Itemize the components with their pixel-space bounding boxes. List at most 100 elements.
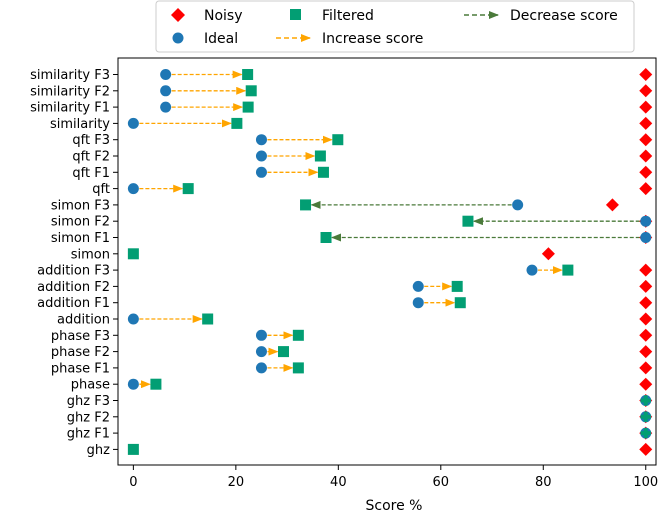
y-tick-label-simon-f3: simon F3 — [51, 198, 110, 213]
y-tick-label-phase: phase — [71, 378, 110, 393]
y-tick-label-phase-f3: phase F3 — [51, 329, 110, 344]
x-tick-label-40: 40 — [330, 475, 347, 490]
filtered-point-qft-f3 — [332, 134, 344, 146]
noisy-point-similarity-f1 — [639, 100, 653, 114]
filtered-point-phase-f1 — [292, 362, 304, 374]
noisy-point-similarity-f3 — [639, 68, 653, 81]
filtered-point-phase-f2 — [277, 346, 289, 358]
plot-frame — [117, 57, 657, 466]
y-tick-label-ghz-f3: ghz F3 — [67, 394, 110, 409]
legend-entry-increase: Increase score — [276, 31, 423, 47]
filtered-point-phase-f3 — [292, 329, 304, 341]
ideal-point-qft-f1 — [255, 166, 267, 178]
legend-entry-filtered: Filtered — [290, 8, 374, 24]
y-tick-label-addition: addition — [57, 313, 110, 328]
circle-marker-icon — [172, 32, 184, 44]
y-tick-label-qft-f2: qft F2 — [72, 150, 110, 165]
ideal-point-qft-f3 — [255, 134, 267, 146]
y-tick-label-ghz: ghz — [87, 443, 110, 458]
square-marker-icon — [290, 9, 301, 20]
x-tick-label-80: 80 — [535, 475, 552, 490]
noisy-point-qft-f3 — [639, 133, 653, 147]
ideal-point-phase-f1 — [255, 362, 267, 374]
x-axis-label: Score % — [366, 498, 423, 514]
y-tick-label-ghz-f2: ghz F2 — [67, 410, 110, 425]
noisy-point-qft-f2 — [639, 149, 653, 163]
filtered-point-qft-f2 — [314, 150, 326, 162]
y-tick-label-simon-f2: simon F2 — [51, 215, 110, 230]
y-tick-label-qft-f3: qft F3 — [72, 133, 110, 148]
filtered-point-ghz — [127, 443, 139, 455]
y-tick-label-phase-f1: phase F1 — [51, 361, 110, 376]
noisy-point-phase-f2 — [639, 345, 653, 359]
noisy-point-simon-f3 — [605, 198, 619, 212]
y-tick-label-similarity-f3: similarity F3 — [30, 68, 110, 83]
legend-label-noisy: Noisy — [204, 8, 243, 24]
y-tick-label-ghz-f1: ghz F1 — [67, 427, 110, 442]
noisy-point-phase-f3 — [639, 328, 653, 342]
noisy-point-phase-f1 — [639, 361, 653, 375]
legend-entry-noisy: Noisy — [171, 8, 243, 24]
y-tick-label-addition-f2: addition F2 — [37, 280, 110, 295]
ideal-point-simon-f1 — [640, 232, 652, 243]
filtered-point-qft — [182, 183, 194, 195]
x-tick-label-0: 0 — [129, 475, 137, 490]
x-tick-label-20: 20 — [228, 475, 245, 490]
y-tick-label-addition-f3: addition F3 — [37, 264, 110, 279]
x-axis: 0 20 40 60 80 100 — [129, 465, 658, 490]
y-tick-label-phase-f2: phase F2 — [51, 345, 110, 360]
y-tick-label-addition-f1: addition F1 — [37, 296, 110, 311]
ideal-point-phase — [127, 378, 139, 390]
ideal-point-similarity-f2 — [160, 85, 172, 97]
filtered-point-similarity — [231, 117, 243, 129]
ideal-point-addition — [127, 313, 139, 325]
noisy-point-phase — [639, 377, 653, 391]
ideal-point-simon-f3 — [512, 199, 524, 211]
ideal-point-addition-f2 — [412, 280, 424, 292]
plot-area — [127, 68, 653, 456]
legend-frame — [155, 0, 635, 53]
y-tick-label-similarity: similarity — [50, 117, 110, 132]
legend-label-ideal: Ideal — [204, 31, 238, 47]
noisy-point-simon — [541, 247, 555, 261]
filtered-point-addition — [202, 313, 214, 325]
y-tick-label-simon-f1: simon F1 — [51, 231, 110, 246]
filtered-point-addition-f1 — [454, 297, 466, 309]
noisy-point-ghz — [639, 442, 653, 456]
legend-entry-ideal: Ideal — [172, 31, 238, 47]
filtered-point-simon-f1 — [320, 232, 332, 243]
ideal-point-simon-f2 — [640, 215, 652, 227]
y-tick-label-qft-f1: qft F1 — [72, 166, 110, 181]
filtered-point-addition-f3 — [562, 264, 574, 276]
filtered-point-simon-f2 — [462, 215, 474, 227]
legend-label-decrease: Decrease score — [510, 8, 618, 24]
y-tick-label-similarity-f2: similarity F2 — [30, 84, 110, 99]
filtered-point-similarity-f3 — [242, 69, 254, 80]
diamond-marker-icon — [171, 8, 185, 22]
noisy-point-addition-f1 — [639, 296, 653, 310]
noisy-point-similarity — [639, 116, 653, 130]
y-tick-label-qft: qft — [92, 182, 110, 197]
ideal-point-addition-f1 — [412, 297, 424, 309]
x-tick-label-60: 60 — [433, 475, 450, 490]
ideal-point-addition-f3 — [526, 264, 538, 276]
ideal-point-similarity — [127, 117, 139, 129]
noisy-point-addition-f2 — [639, 279, 653, 293]
ideal-point-qft-f2 — [255, 150, 267, 162]
legend-entry-decrease: Decrease score — [464, 8, 618, 24]
legend-label-filtered: Filtered — [322, 8, 374, 24]
noisy-point-addition-f3 — [639, 263, 653, 277]
filtered-point-simon — [127, 248, 139, 260]
noisy-point-qft-f1 — [639, 165, 653, 179]
ideal-point-similarity-f3 — [160, 69, 172, 80]
y-tick-label-similarity-f1: similarity F1 — [30, 101, 110, 116]
filtered-point-similarity-f1 — [242, 101, 254, 113]
filtered-point-addition-f2 — [451, 280, 463, 292]
filtered-point-ghz-f3 — [640, 395, 651, 406]
ideal-point-phase-f3 — [255, 329, 267, 341]
ideal-point-qft — [127, 183, 139, 195]
noisy-point-similarity-f2 — [639, 84, 653, 98]
legend: Noisy Ideal Filtered Increase score Decr… — [155, 0, 635, 53]
